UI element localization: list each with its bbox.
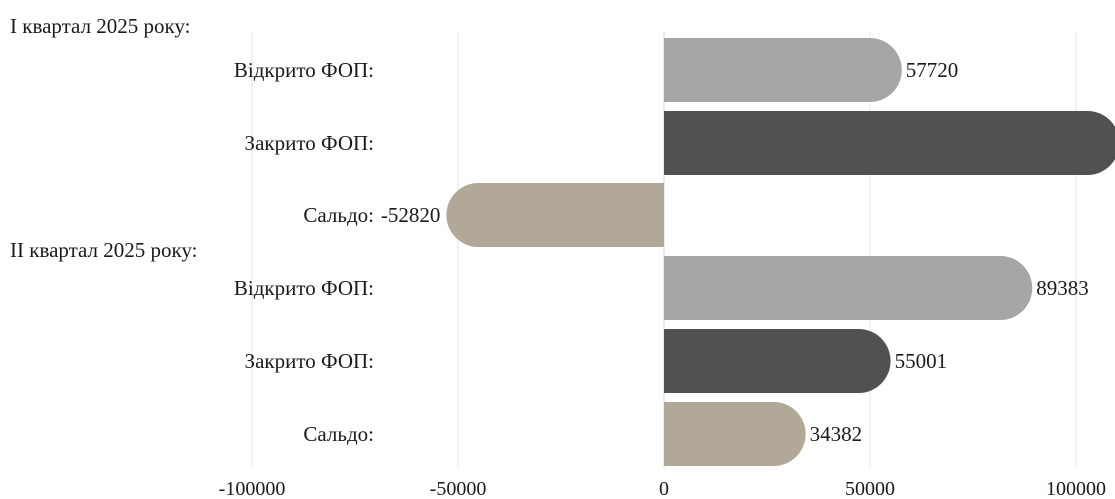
category-label: Сальдо:: [303, 203, 374, 227]
x-tick-label: -50000: [430, 478, 487, 499]
group-label: II квартал 2025 року:: [10, 238, 198, 262]
category-label: Відкрито ФОП:: [234, 58, 374, 82]
data-label: 89383: [1036, 276, 1089, 300]
x-tick-label: -100000: [219, 478, 286, 499]
category-label: Сальдо:: [303, 422, 374, 446]
data-label: 57720: [906, 58, 959, 82]
category-label: Закрито ФОП:: [245, 349, 374, 373]
data-label: 34382: [810, 422, 863, 446]
category-label: Закрито ФОП:: [245, 131, 374, 155]
bar: [664, 111, 1115, 175]
bar: [664, 38, 902, 102]
bars: [446, 38, 1115, 466]
data-label: 55001: [895, 349, 948, 373]
bar: [664, 402, 806, 466]
x-tick-label: 100000: [1046, 478, 1106, 499]
x-tick-label: 50000: [845, 478, 895, 499]
bar: [446, 183, 664, 247]
bar: [664, 329, 891, 393]
data-label: -52820: [381, 203, 441, 227]
gridlines: [251, 32, 1077, 468]
x-tick-label: 0: [659, 478, 669, 499]
category-labels: I квартал 2025 року: Відкрито ФОП: Закрито…: [10, 14, 374, 446]
group-label: I квартал 2025 року:: [10, 14, 191, 38]
category-label: Відкрито ФОП:: [234, 276, 374, 300]
bar: [664, 256, 1033, 320]
x-axis-ticks: -100000-50000050000100000150000: [219, 478, 1106, 499]
